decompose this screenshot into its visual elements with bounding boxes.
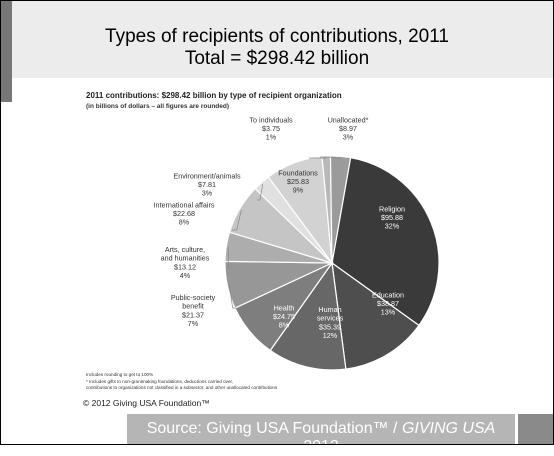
slide-frame [0, 0, 554, 445]
slide: Types of recipients of contributions, 20… [0, 0, 554, 445]
